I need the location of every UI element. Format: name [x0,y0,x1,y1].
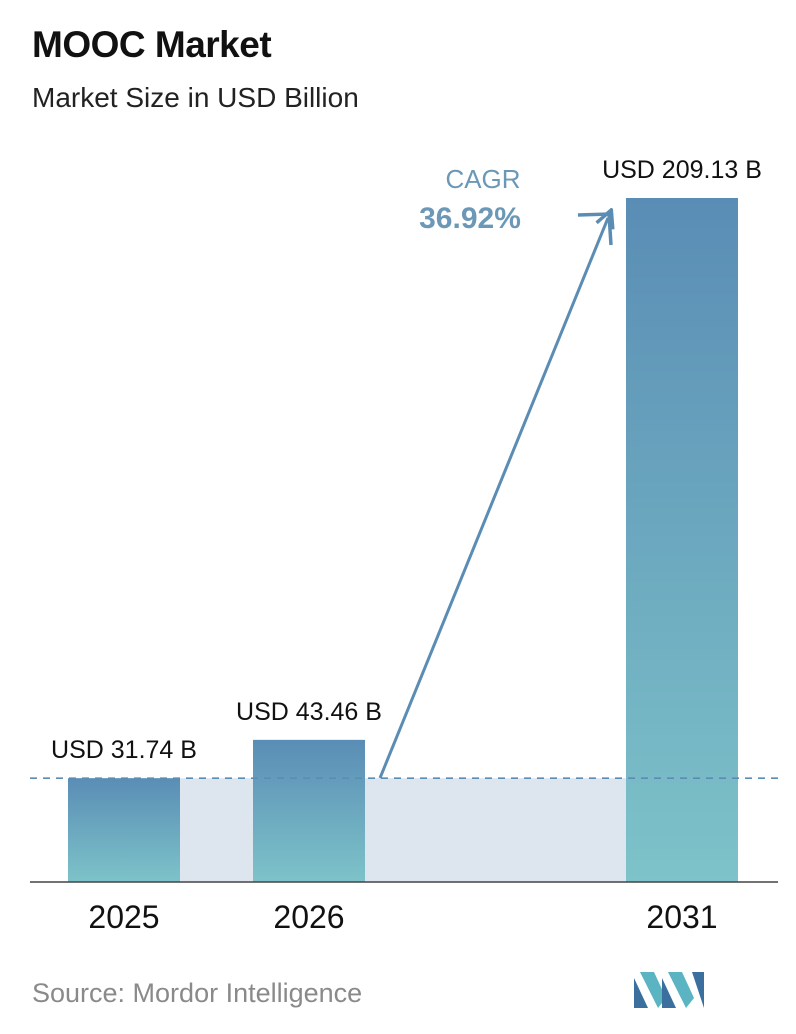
bar-2031 [626,198,738,882]
chart-subtitle: Market Size in USD Billion [32,82,359,113]
cagr-arrow [378,218,608,779]
source-note: Source: Mordor Intelligence [32,978,363,1008]
bar-2025 [68,778,180,882]
cagr-label: CAGR [445,164,520,194]
cagr-value: 36.92% [419,202,521,235]
x-tick-2026: 2026 [273,899,344,935]
data-label-2031: USD 209.13 B [602,156,762,184]
data-label-2026: USD 43.46 B [236,698,382,726]
bar-2026 [253,739,365,882]
data-label-2025: USD 31.74 B [51,736,197,764]
x-tick-2031: 2031 [646,899,717,935]
x-tick-2025: 2025 [88,899,159,935]
mordor-logo-icon [634,972,704,1008]
cagr-arrow-head [577,212,613,246]
chart-title: MOOC Market [32,24,272,65]
